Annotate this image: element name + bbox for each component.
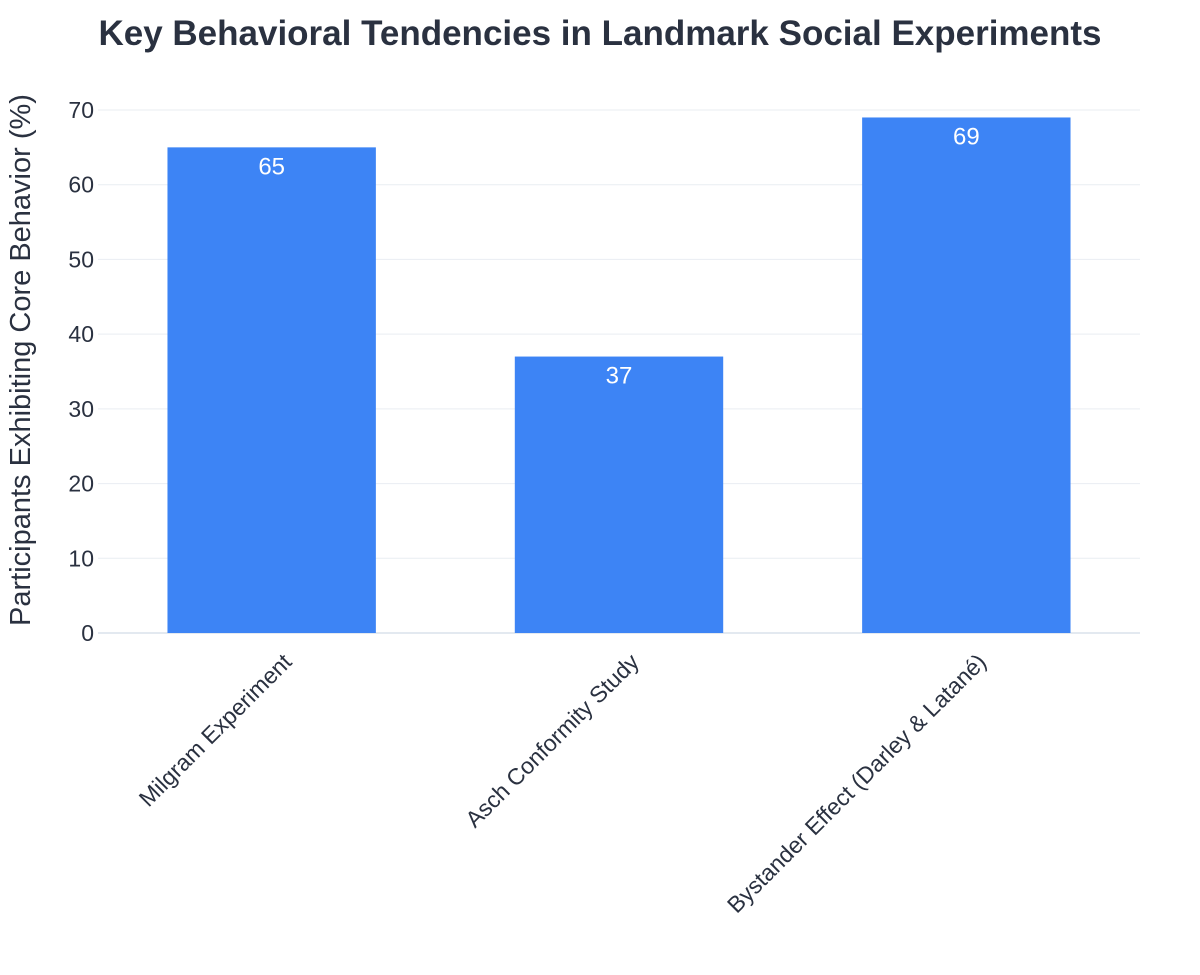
x-tick-label: Asch Conformity Study xyxy=(460,648,644,832)
bar xyxy=(514,356,724,633)
y-tick-label: 0 xyxy=(81,620,94,646)
y-tick-label: 30 xyxy=(68,396,94,422)
y-tick-label: 40 xyxy=(68,321,94,347)
x-tick-label: Milgram Experiment xyxy=(134,648,297,811)
y-tick-label: 20 xyxy=(68,471,94,497)
chart-title: Key Behavioral Tendencies in Landmark So… xyxy=(98,14,1101,53)
bar-value-label: 65 xyxy=(258,153,285,180)
y-axis-ticks: 0 10 20 30 40 50 60 70 xyxy=(68,97,94,646)
x-axis-ticks: Milgram Experiment Asch Conformity Study B… xyxy=(134,648,992,918)
bar-value-label: 37 xyxy=(606,363,633,390)
y-tick-label: 50 xyxy=(68,246,94,272)
y-tick-label: 60 xyxy=(68,172,94,198)
y-tick-label: 10 xyxy=(68,545,94,571)
bar xyxy=(167,147,376,633)
bars: 65 37 69 xyxy=(167,117,1071,633)
y-axis-label: Participants Exhibiting Core Behavior (%… xyxy=(5,94,37,626)
y-tick-label: 70 xyxy=(68,97,94,123)
x-tick-label: Bystander Effect (Darley & Latané) xyxy=(722,649,991,918)
bar-value-label: 69 xyxy=(953,123,980,150)
bar xyxy=(862,117,1071,633)
